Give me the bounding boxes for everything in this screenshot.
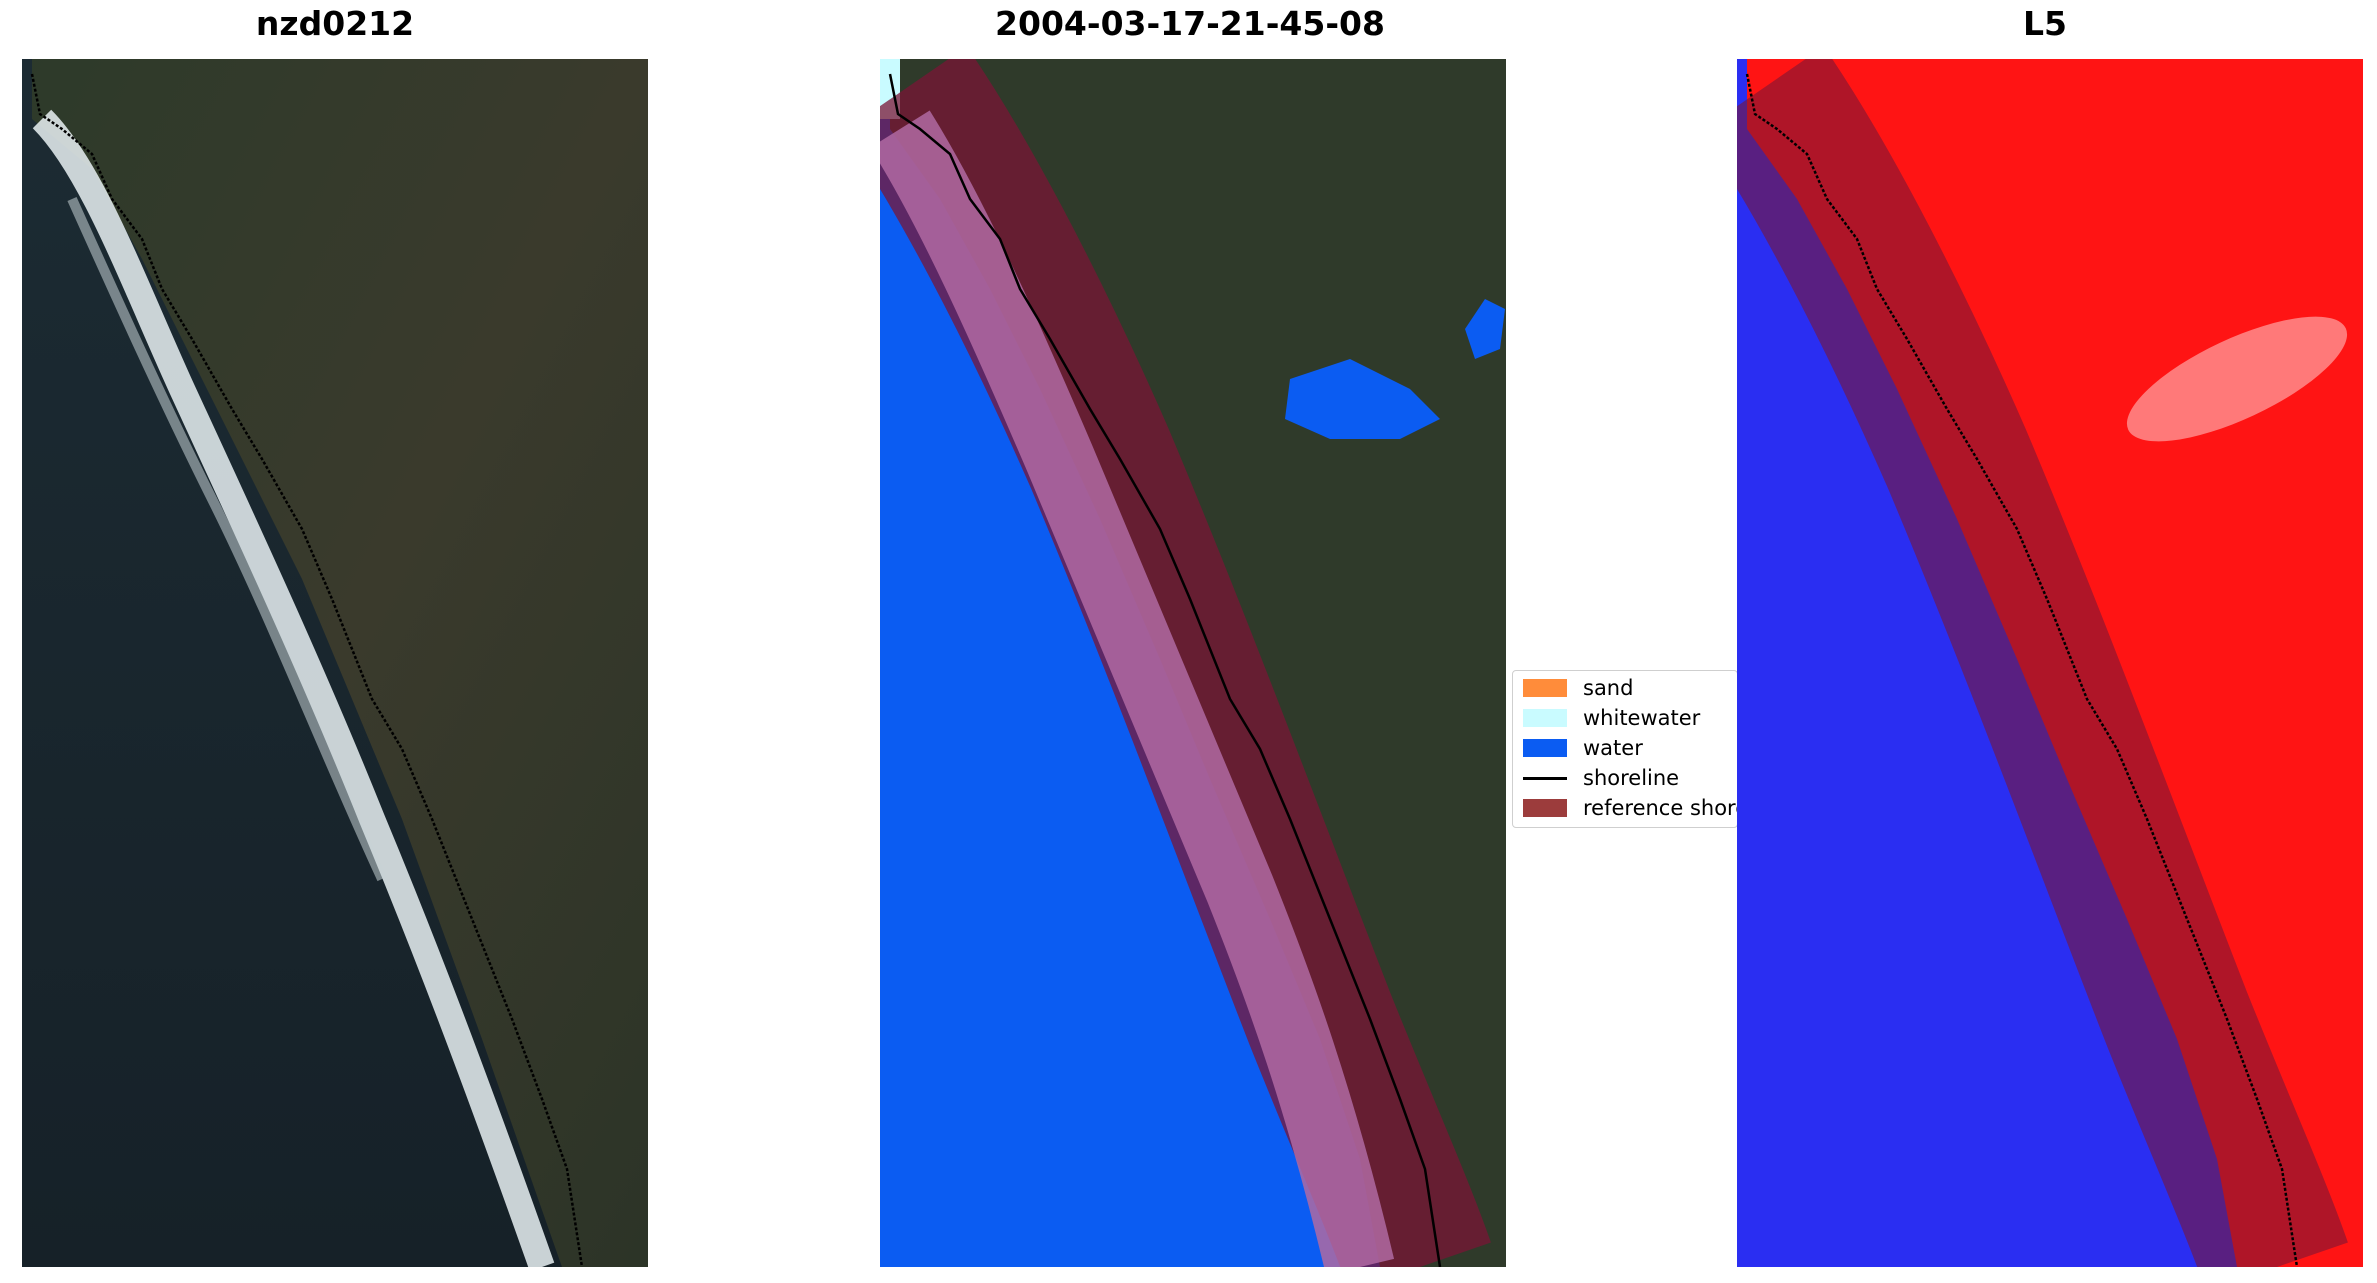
legend-item-sand: sand [1523, 673, 1633, 703]
legend-item-reference-shoreline: reference shoreline buffer [1523, 793, 1737, 823]
rgb-satellite-image [22, 59, 648, 1267]
bright-patch [2126, 316, 2348, 442]
panel-title-index: L5 [2023, 4, 2067, 43]
index-image-panel [1737, 59, 2363, 1267]
legend: sand whitewater water shoreline referenc… [1512, 670, 1738, 828]
reference-shoreline-swatch [1523, 799, 1567, 817]
surf-zone [32, 109, 555, 1267]
sand-swatch [1523, 679, 1567, 697]
legend-item-shoreline: shoreline [1523, 763, 1679, 793]
legend-label: whitewater [1583, 706, 1701, 730]
legend-label: sand [1583, 676, 1634, 700]
panel-title-rgb: nzd0212 [255, 4, 415, 43]
panel-title-classified: 2004-03-17-21-45-08 [995, 4, 1385, 43]
shoreline-line [888, 73, 1442, 1267]
legend-item-whitewater: whitewater [1523, 703, 1700, 733]
legend-label: water [1583, 736, 1643, 760]
classified-image [880, 59, 1506, 1267]
whitewater-swatch [1523, 709, 1567, 727]
shoreline-line [30, 73, 584, 1267]
shoreline-line [1745, 73, 2299, 1267]
sand-class-overlay [880, 110, 1395, 1267]
water-swatch [1523, 739, 1567, 757]
surf-zone-outer [67, 196, 387, 882]
rgb-image-panel [22, 59, 648, 1267]
legend-label: reference shoreline buffer [1583, 796, 1737, 820]
inland-water-2 [1285, 359, 1440, 439]
classified-image-panel [880, 59, 1506, 1267]
index-image [1737, 59, 2363, 1267]
reference-shoreline-buffer [1737, 59, 2348, 1267]
legend-label: shoreline [1583, 766, 1680, 790]
shoreline-swatch [1523, 776, 1567, 780]
inland-water-1 [1465, 299, 1505, 359]
legend-item-water: water [1523, 733, 1643, 763]
